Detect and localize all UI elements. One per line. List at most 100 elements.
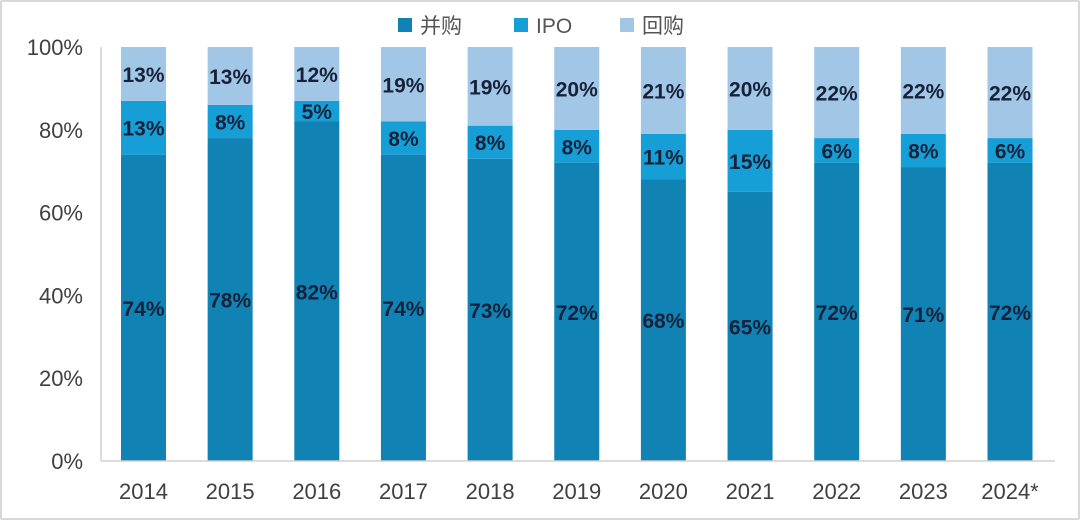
legend-item: IPO [514, 15, 572, 38]
data-label: 12% [296, 64, 338, 87]
data-label: 72% [556, 302, 598, 325]
bar-segment-ma [121, 154, 166, 461]
bar-stack [727, 47, 773, 461]
data-label: 13% [122, 64, 164, 87]
data-labels: 74% 13% 13% 78% 8% 13% 82% 5% 12% 74% 8% 19% 73% 8% 19… [122, 64, 1031, 340]
bar-segment-ipo [640, 133, 686, 180]
data-label: 22% [902, 80, 944, 103]
bar-segment-ipo [294, 100, 340, 122]
bar-segment-ipo [121, 100, 166, 155]
data-label: 19% [382, 74, 424, 97]
data-label: 74% [122, 298, 164, 321]
x-tick-label: 2024* [981, 479, 1039, 504]
data-label: 8% [388, 128, 419, 151]
legend: 并购 IPO 回购 [398, 15, 684, 38]
data-label: 71% [902, 304, 944, 327]
data-label: 68% [642, 310, 684, 333]
x-tick-label: 2021 [726, 479, 775, 504]
y-axis: 0% 20% 40% 60% 80% 100% [27, 35, 102, 474]
legend-label: 并购 [420, 15, 462, 38]
legend-label: IPO [536, 15, 572, 38]
data-label: 22% [816, 83, 858, 106]
y-tick-label: 20% [39, 366, 83, 391]
bar-stack [380, 47, 426, 461]
bar-stack [207, 47, 253, 461]
x-tick-label: 2020 [639, 479, 688, 504]
bar-segment-ma [294, 121, 340, 462]
bar-segment-buyback [380, 47, 426, 122]
bar-stack [987, 47, 1033, 462]
x-tick-label: 2014 [119, 479, 168, 504]
legend-label: 回购 [642, 15, 684, 38]
bar-stack [900, 47, 946, 461]
bar-segment-ma [814, 162, 860, 462]
bar-segment-ma [900, 167, 946, 461]
y-tick-label: 40% [39, 283, 83, 308]
bar-segment-buyback [987, 47, 1033, 139]
bars [121, 47, 1033, 462]
data-label: 20% [729, 78, 771, 101]
data-label: 19% [469, 76, 511, 99]
y-tick-label: 100% [27, 35, 83, 60]
bar-segment-ma [640, 179, 686, 462]
data-label: 22% [989, 83, 1031, 106]
x-tick-label: 2017 [379, 479, 428, 504]
legend-item: 并购 [398, 15, 462, 38]
data-label: 8% [475, 132, 506, 155]
data-label: 15% [729, 151, 771, 174]
y-tick-label: 60% [39, 201, 83, 226]
data-label: 8% [908, 141, 939, 164]
x-tick-label: 2022 [812, 479, 861, 504]
data-label: 8% [215, 112, 246, 135]
bar-segment-ipo [900, 133, 946, 168]
bar-stack [640, 47, 686, 462]
bar-segment-ipo [380, 121, 426, 155]
data-label: 78% [209, 290, 251, 313]
y-tick-label: 0% [51, 449, 83, 474]
data-label: 13% [209, 66, 251, 89]
bar-segment-buyback [554, 47, 600, 130]
data-label: 8% [562, 136, 593, 159]
data-label: 74% [382, 298, 424, 321]
bar-segment-buyback [814, 47, 860, 139]
data-label: 82% [296, 281, 338, 304]
bar-segment-ma [467, 158, 513, 461]
bar-segment-ma [554, 162, 600, 462]
data-label: 11% [643, 147, 684, 170]
bar-stack [294, 47, 340, 462]
legend-swatch [398, 18, 412, 32]
x-tick-label: 2018 [466, 479, 515, 504]
bar-segment-ipo [727, 129, 773, 192]
x-axis: 2014 2015 2016 2017 2018 2019 2020 2021 2022 2023… [101, 460, 1055, 504]
bar-segment-ma [380, 154, 426, 461]
bar-segment-buyback [900, 47, 946, 134]
bar-stack [121, 47, 166, 461]
x-tick-label: 2023 [899, 479, 948, 504]
bar-segment-buyback [294, 47, 340, 101]
bar-segment-ipo [814, 138, 860, 163]
data-label: 65% [729, 316, 771, 339]
bar-segment-buyback [207, 47, 253, 105]
bar-segment-ma [987, 162, 1033, 462]
legend-swatch [514, 18, 528, 32]
data-label: 5% [302, 101, 333, 124]
data-label: 21% [642, 80, 684, 103]
x-tick-label: 2019 [552, 479, 601, 504]
data-label: 72% [989, 302, 1031, 325]
bar-segment-ipo [554, 129, 600, 163]
bar-segment-buyback [640, 47, 686, 134]
bar-segment-buyback [727, 47, 773, 130]
x-tick-label: 2015 [206, 479, 255, 504]
data-label: 72% [816, 302, 858, 325]
legend-swatch [620, 18, 634, 32]
data-label: 73% [469, 300, 511, 323]
y-tick-label: 80% [39, 118, 83, 143]
bar-stack [554, 47, 600, 462]
bar-segment-buyback [467, 47, 513, 126]
data-label: 6% [822, 141, 853, 164]
bar-segment-buyback [121, 47, 166, 101]
data-label: 20% [556, 78, 598, 101]
bar-stack [814, 47, 860, 462]
